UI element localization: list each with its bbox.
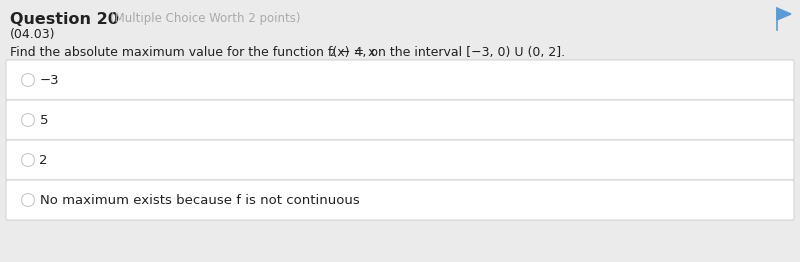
Text: 2: 2 (329, 49, 334, 58)
Text: (Multiple Choice Worth 2 points): (Multiple Choice Worth 2 points) (110, 12, 301, 25)
Text: (04.03): (04.03) (10, 28, 55, 41)
FancyBboxPatch shape (6, 140, 794, 180)
Circle shape (22, 74, 34, 86)
Text: − 4, on the interval [−3, 0) U (0, 2].: − 4, on the interval [−3, 0) U (0, 2]. (336, 46, 565, 59)
Text: Find the absolute maximum value for the function f(x) = x: Find the absolute maximum value for the … (10, 46, 375, 59)
FancyBboxPatch shape (6, 180, 794, 220)
Text: No maximum exists because f is not continuous: No maximum exists because f is not conti… (39, 194, 359, 206)
Circle shape (22, 194, 34, 206)
Text: 5: 5 (39, 113, 48, 127)
Circle shape (22, 113, 34, 127)
Text: 2: 2 (39, 154, 48, 166)
FancyBboxPatch shape (6, 100, 794, 140)
Text: −3: −3 (39, 74, 59, 86)
Circle shape (22, 154, 34, 166)
FancyBboxPatch shape (6, 60, 794, 100)
Polygon shape (777, 8, 791, 20)
Text: Question 20: Question 20 (10, 12, 119, 27)
